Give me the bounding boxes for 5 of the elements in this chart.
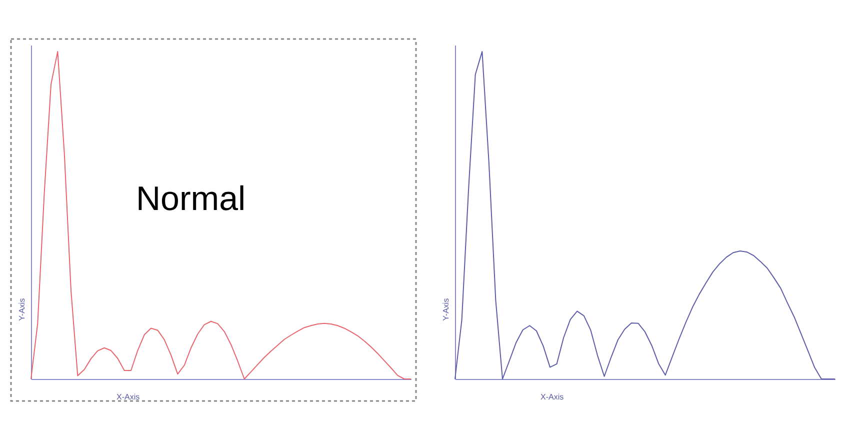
x-axis-title: X-Axis	[116, 392, 140, 402]
annotation: Normal	[136, 180, 246, 218]
y-axis-title: Y-Axis	[442, 298, 450, 321]
y-axis-title: Y-Axis	[18, 298, 26, 321]
x-axis-title: X-Axis	[540, 392, 564, 402]
